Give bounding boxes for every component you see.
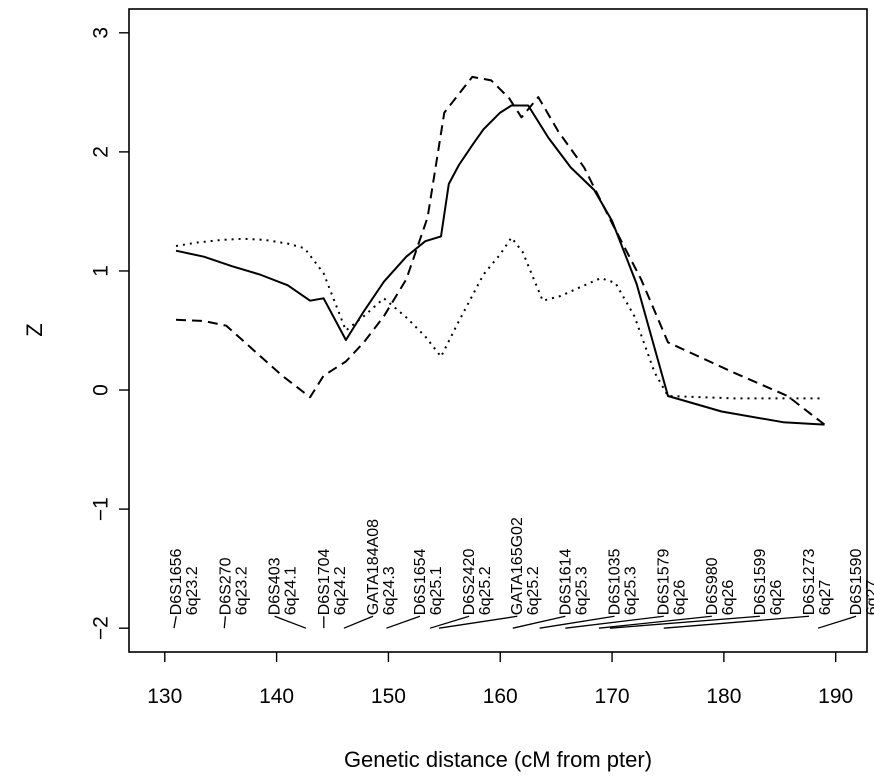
y-tick-label: 1: [90, 265, 113, 277]
x-tick-label: 180: [706, 685, 741, 708]
marker-leader-line: [539, 615, 615, 629]
y-tick-label: −2: [90, 616, 113, 640]
marker-name: D6S1579: [656, 548, 673, 615]
marker-leader-line: [565, 615, 664, 629]
marker-leader-line: [343, 615, 374, 629]
marker-band: 6q25.3: [623, 566, 640, 615]
marker-leader-line: [429, 615, 470, 629]
marker-leader-line: [512, 615, 566, 629]
marker-band: 6q26: [768, 580, 785, 616]
marker-annotations: D6S1656 6q23.2 D6S270 6q23.2 D6S403 6q24.1 D6S…: [168, 517, 874, 629]
marker-leader-line: [274, 615, 307, 629]
series-layer: [175, 75, 826, 426]
y-tick-label: 0: [90, 384, 113, 396]
marker-leader-line: [610, 615, 760, 629]
marker-name: D6S1614: [557, 548, 574, 615]
marker-band: 6q24.3: [381, 566, 398, 615]
series-line-dotted: [175, 236, 820, 400]
marker-name: D6S1656: [168, 548, 185, 615]
series-line-dashed: [175, 75, 826, 426]
marker-name: D6S1273: [801, 548, 818, 615]
marker-name: D6S1704: [316, 548, 333, 615]
marker-name: D6S2420: [461, 548, 478, 615]
marker-band: 6q26: [672, 580, 689, 616]
marker-name: GATA165G02: [509, 517, 526, 615]
y-axis: −2 −1 0 1 2 3: [90, 27, 129, 640]
y-tick-label: 2: [90, 146, 113, 158]
marker-band: 6q24.1: [283, 566, 300, 615]
marker-leader-line: [223, 616, 227, 629]
marker-name: D6S403: [267, 557, 284, 615]
marker-band: 6q27: [864, 580, 874, 616]
marker-leader-line: [598, 615, 712, 629]
marker-name: GATA184A08: [365, 519, 382, 615]
y-tick-label: 3: [90, 27, 113, 39]
marker-name: D6S1599: [752, 548, 769, 615]
x-tick-label: 130: [147, 685, 182, 708]
marker-band: 6q23.2: [184, 566, 201, 615]
x-axis-label: Genetic distance (cM from pter): [344, 747, 652, 772]
marker-name: D6S270: [217, 557, 234, 615]
marker-name: D6S1590: [848, 548, 865, 615]
y-tick-label: −1: [90, 497, 113, 521]
marker-band: 6q24.2: [332, 566, 349, 615]
x-tick-label: 170: [595, 685, 630, 708]
series-line-solid: [175, 104, 825, 426]
marker-leader-line: [438, 615, 518, 629]
marker-band: 6q26: [720, 580, 737, 616]
marker-band: 6q25.2: [477, 566, 494, 615]
x-axis: 130 140 150 160 170 180 190: [147, 652, 853, 708]
marker-leader-line: [663, 615, 810, 629]
marker-leader-line: [817, 615, 857, 629]
x-tick-label: 140: [259, 685, 294, 708]
marker-name: D6S980: [704, 557, 721, 615]
marker-name: D6S1654: [412, 548, 429, 615]
marker-band: 6q23.2: [233, 566, 250, 615]
marker-name: D6S1035: [607, 548, 624, 615]
x-tick-label: 160: [483, 685, 518, 708]
marker-band: 6q25.2: [525, 566, 542, 615]
plot-frame: [128, 8, 868, 653]
marker-leader-line: [173, 616, 177, 629]
marker-leader-line: [386, 615, 421, 629]
y-axis-label: Z: [22, 323, 47, 336]
x-tick-label: 150: [371, 685, 406, 708]
marker-band: 6q25.1: [428, 566, 445, 615]
x-tick-label: 190: [818, 685, 853, 708]
marker-band: 6q27: [817, 580, 834, 616]
marker-band: 6q25.3: [573, 566, 590, 615]
